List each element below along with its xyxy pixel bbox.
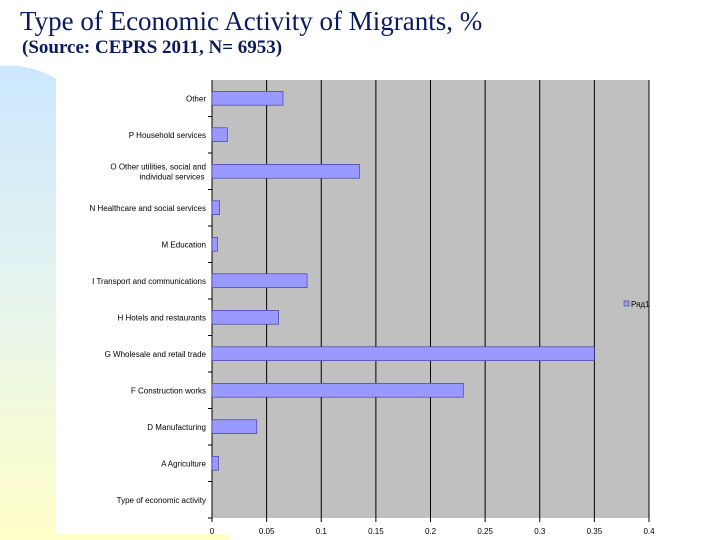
bar (211, 273, 308, 288)
category-label: M Education (162, 240, 206, 249)
category-label: Other (186, 94, 206, 103)
bar (211, 346, 595, 361)
category-label: N Healthcare and social services (90, 204, 207, 213)
x-tick-label: 0,15 (368, 527, 384, 534)
x-tick-label: 0,05 (259, 527, 275, 534)
category-label: D Manufacturing (147, 423, 206, 432)
bar (211, 200, 220, 215)
bar (211, 419, 258, 434)
category-label: I Transport and communications (92, 277, 206, 286)
x-tick-label: 0,4 (643, 527, 655, 534)
category-label: O Other utilities, social and individual … (110, 162, 206, 181)
chart-panel: 0 0,05 0,1 0,15 0,2 0,25 0,3 0,35 0,4 Type of eco… (56, 74, 660, 534)
slide-title: Type of Economic Activity of Migrants, % (20, 6, 483, 36)
x-tick-label: 0,25 (477, 527, 493, 534)
bar-chart: 0 0,05 0,1 0,15 0,2 0,25 0,3 0,35 0,4 Type of eco… (90, 80, 655, 534)
category-label: G Wholesale and retail trade (105, 350, 207, 359)
x-tick-label: 0,1 (316, 527, 328, 534)
bar (211, 310, 279, 325)
legend-swatch (623, 300, 630, 307)
x-tick-label: 0,3 (534, 527, 546, 534)
x-tick-label: 0,2 (425, 527, 437, 534)
bar (211, 237, 218, 252)
slide-subtitle: (Source: CEPRS 2011, N= 6953) (22, 37, 283, 58)
legend-label: Ряд1 (631, 300, 650, 309)
category-label: F Construction works (131, 386, 206, 395)
x-tick-label: 0,35 (587, 527, 603, 534)
bar (211, 127, 228, 142)
bar (211, 456, 219, 471)
category-label: Type of economic activity (117, 496, 206, 505)
x-tick-label: 0 (210, 527, 215, 534)
bar (211, 91, 284, 106)
category-label: H Hotels and restaurants (118, 313, 207, 322)
category-label: P Household services (129, 131, 206, 140)
bar (211, 164, 360, 179)
bar (211, 383, 464, 398)
category-label: A Agriculture (161, 459, 206, 468)
